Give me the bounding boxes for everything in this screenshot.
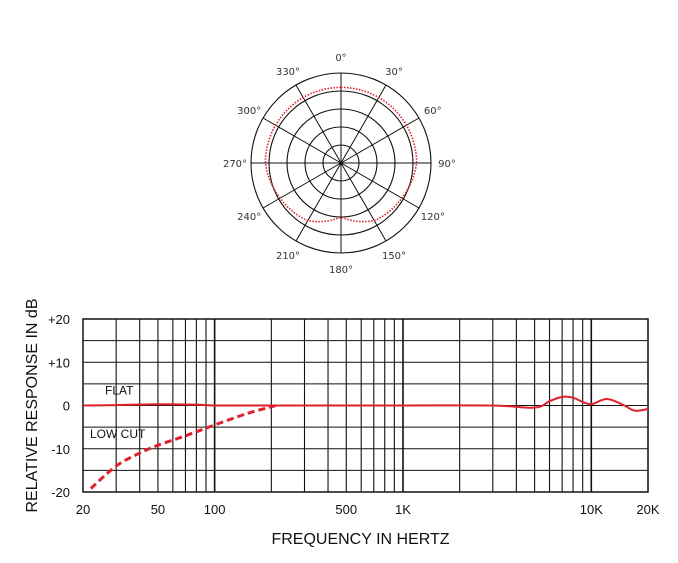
polar-spoke [340,84,387,164]
polar-angle-label: 210° [276,251,300,262]
series-label-low-cut: LOW CUT [90,427,146,441]
polar-angle-label: 180° [329,265,353,276]
polar-pattern-series [264,86,418,223]
y-tick-label: +20 [48,312,70,327]
y-axis-title: RELATIVE RESPONSE IN dB [24,299,41,513]
y-tick-label: 0 [63,399,70,414]
polar-spoke [262,162,342,209]
polar-angle-label: 60° [424,106,442,117]
x-tick-label: 100 [204,502,226,517]
polar-angle-label: 270° [223,159,247,170]
x-tick-label: 1K [395,502,411,517]
y-tick-label: +10 [48,355,70,370]
polar-spoke [262,117,342,164]
x-tick-label: 20 [76,502,90,517]
polar-spoke [340,117,420,164]
polar-angle-label: 0° [335,53,346,64]
polar-angle-label: 240° [237,212,261,223]
x-tick-label: 10K [580,502,603,517]
polar-spoke [295,162,342,242]
polar-angle-label: 330° [276,67,300,78]
series-label-flat: FLAT [105,384,134,398]
polar-spoke [340,162,387,242]
x-tick-label: 20K [636,502,659,517]
x-axis-title: FREQUENCY IN HERTZ [271,531,449,548]
series-low-cut-line [89,404,276,490]
polar-pattern-chart: 0° 30° 60° 90° 120° 150° 180° 210° 240° 270° 300° 3… [223,53,456,276]
x-tick-label: 500 [335,502,357,517]
series-flat-line [82,395,649,412]
polar-spoke [295,84,342,164]
x-tick-label: 50 [151,502,165,517]
polar-angle-label: 300° [237,106,261,117]
y-tick-label: -10 [51,442,70,457]
frequency-response-chart: +20 +10 0 -10 -20 20 50 100 500 1K 10K 20K FREQUENCY… [24,299,660,549]
polar-angle-label: 120° [421,212,445,223]
polar-angle-label: 30° [385,67,403,78]
y-tick-label: -20 [51,485,70,500]
polar-angle-label: 90° [438,159,456,170]
polar-spoke [340,162,420,209]
polar-angle-label: 150° [382,251,406,262]
